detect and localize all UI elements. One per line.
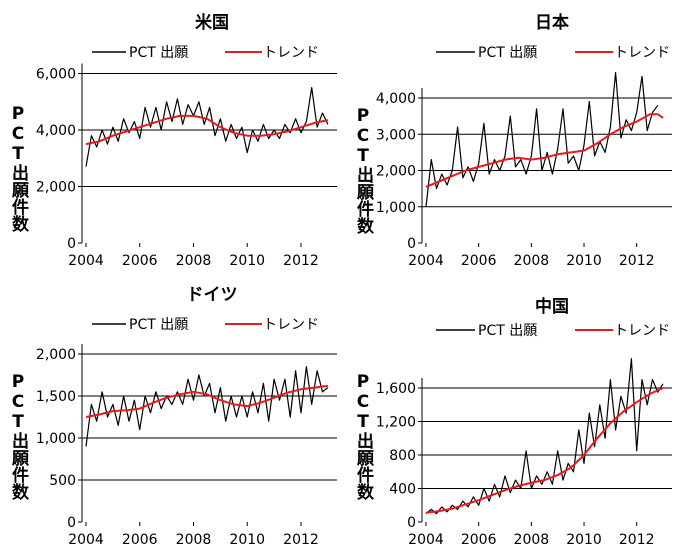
series-pct-line <box>85 366 329 447</box>
x-tick-label: 2004 <box>68 532 104 548</box>
y-tick-label: 0 <box>407 515 416 531</box>
y-axis-label: PCT出願件数 <box>8 372 29 501</box>
y-tick-label: 1,200 <box>376 415 416 431</box>
chart-title: 中国 <box>535 296 569 317</box>
x-tick-labels: 2004 2006 2008 2010 2012 <box>68 532 319 548</box>
series-lines <box>425 358 664 515</box>
chart-svg-usa: 米国 PCT 出願 トレンド 0 2,000 4,000 6,000 2004 2006… <box>8 12 337 269</box>
series-trend-line <box>425 113 664 188</box>
series-pct-line <box>425 72 659 207</box>
gridlines <box>418 88 672 247</box>
x-tick-label: 2008 <box>176 532 212 548</box>
legend: PCT 出願 トレンド <box>436 323 670 339</box>
chart-panel-usa: 米国 PCT 出願 トレンド 0 2,000 4,000 6,000 2004 2006… <box>0 0 340 274</box>
x-tick-label: 2008 <box>514 532 550 548</box>
gridlines <box>418 378 672 526</box>
series-trend-line <box>85 384 329 418</box>
y-axis-label: PCT出願件数 <box>353 106 374 235</box>
y-tick-label: 0 <box>67 515 76 531</box>
chart-svg-japan: 日本 PCT 出願 トレンド 0 1,000 2,000 3,000 4,000 200… <box>353 12 672 269</box>
y-tick-label: 4,000 <box>36 123 76 139</box>
x-tick-label: 2006 <box>461 532 497 548</box>
series-lines <box>85 87 329 167</box>
x-tick-label: 2010 <box>229 532 265 548</box>
y-tick-label: 1,000 <box>376 200 416 216</box>
legend-raw-label: PCT 出願 <box>129 317 188 333</box>
x-tick-label: 2012 <box>283 253 319 269</box>
x-tick-label: 2012 <box>283 532 319 548</box>
x-tick-labels: 2004 2006 2008 2010 2012 <box>68 253 319 269</box>
chart-panel-japan: 日本 PCT 出願 トレンド 0 1,000 2,000 3,000 4,000 200… <box>340 0 680 274</box>
x-tick-label: 2006 <box>122 532 158 548</box>
legend: PCT 出願 トレンド <box>92 45 319 61</box>
y-tick-label: 2,000 <box>376 164 416 180</box>
legend-raw-label: PCT 出願 <box>478 323 537 339</box>
x-tick-label: 2004 <box>68 253 104 269</box>
x-tick-labels: 2004 2006 2008 2010 2012 <box>408 253 654 269</box>
chart-title: ドイツ <box>187 285 238 305</box>
y-tick-labels: 0 2,000 4,000 6,000 <box>36 67 76 253</box>
x-tick-label: 2008 <box>514 253 550 269</box>
series-trend-line <box>85 114 329 146</box>
y-tick-labels: 0 500 1,000 1,500 2,000 <box>36 347 76 531</box>
x-tick-label: 2010 <box>566 532 602 548</box>
x-tick-label: 2006 <box>122 253 158 269</box>
legend-trend-label: トレンド <box>263 45 319 61</box>
y-tick-label: 400 <box>389 482 416 498</box>
x-tick-label: 2006 <box>461 253 497 269</box>
y-tick-labels: 0 1,000 2,000 3,000 4,000 <box>376 91 416 252</box>
x-tick-label: 2004 <box>408 532 444 548</box>
y-tick-label: 0 <box>67 236 76 252</box>
legend-trend-label: トレンド <box>614 323 670 339</box>
x-tick-label: 2008 <box>176 253 212 269</box>
legend-raw-label: PCT 出願 <box>478 45 537 61</box>
series-lines <box>85 366 329 447</box>
y-tick-label: 6,000 <box>36 67 76 83</box>
y-tick-label: 800 <box>389 448 416 464</box>
y-tick-label: 1,500 <box>36 389 76 405</box>
x-tick-label: 2010 <box>229 253 265 269</box>
series-pct-line <box>85 87 329 167</box>
y-tick-label: 1,600 <box>376 381 416 397</box>
series-lines <box>425 72 664 207</box>
y-tick-label: 500 <box>49 473 76 489</box>
legend: PCT 出願 トレンド <box>436 45 670 61</box>
y-tick-label: 3,000 <box>376 127 416 143</box>
chart-title: 日本 <box>535 12 569 33</box>
series-trend-line <box>425 387 664 514</box>
legend-raw-label: PCT 出願 <box>129 45 188 61</box>
legend-trend-label: トレンド <box>263 317 319 333</box>
y-tick-labels: 0 400 800 1,200 1,600 <box>376 381 416 531</box>
chart-title: 米国 <box>195 12 229 33</box>
x-tick-label: 2010 <box>566 253 602 269</box>
legend-trend-label: トレンド <box>614 45 670 61</box>
gridlines <box>78 344 337 526</box>
legend: PCT 出願 トレンド <box>92 317 319 333</box>
y-tick-label: 2,000 <box>36 347 76 363</box>
y-tick-label: 4,000 <box>376 91 416 107</box>
x-tick-label: 2012 <box>619 532 655 548</box>
x-tick-label: 2012 <box>619 253 655 269</box>
y-tick-label: 0 <box>407 236 416 252</box>
y-axis-label: PCT出願件数 <box>353 372 374 501</box>
y-tick-label: 2,000 <box>36 180 76 196</box>
series-pct-line <box>425 358 664 515</box>
chart-panel-germany: ドイツ PCT 出願 トレンド 0 500 1,000 1,500 2,000 2004… <box>0 274 340 548</box>
y-tick-label: 1,000 <box>36 431 76 447</box>
chart-panel-china: 中国 PCT 出願 トレンド 0 400 800 1,200 1,600 2004 200… <box>340 274 680 548</box>
x-tick-label: 2004 <box>408 253 444 269</box>
chart-svg-germany: ドイツ PCT 出願 トレンド 0 500 1,000 1,500 2,000 2004… <box>8 285 337 548</box>
y-axis-label: PCT出願件数 <box>8 104 29 233</box>
gridlines <box>78 63 337 247</box>
x-tick-labels: 2004 2006 2008 2010 2012 <box>408 532 654 548</box>
